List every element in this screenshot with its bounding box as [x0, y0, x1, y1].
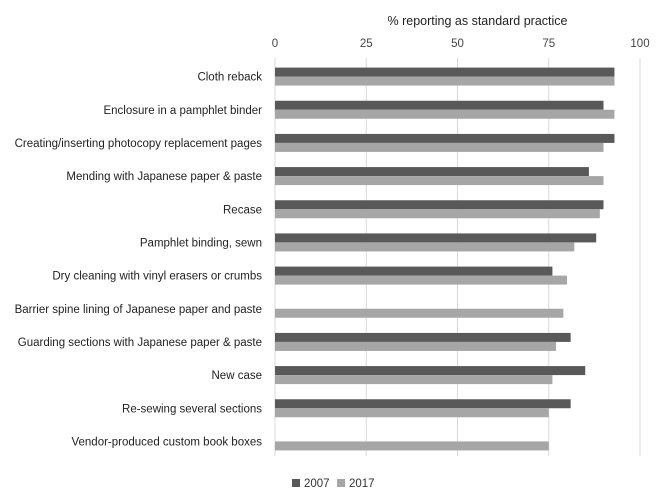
category-label: Pamphlet binding, sewn	[140, 237, 262, 249]
category-label: Mending with Japanese paper & paste	[66, 171, 262, 183]
bar-2017	[275, 109, 615, 119]
bar-2017	[275, 142, 604, 152]
x-axis-ticks: 0 25 50 75 100	[272, 38, 650, 50]
category-label: Recase	[223, 204, 262, 216]
bar-2007	[275, 366, 586, 376]
bar-2017	[275, 408, 549, 418]
bar-2007	[275, 266, 553, 276]
category-label: Creating/inserting photocopy replacement…	[15, 138, 263, 150]
bar-2017	[275, 209, 600, 219]
x-tick-label-100: 100	[630, 38, 649, 50]
bar-2007	[275, 233, 597, 243]
legend: 2007 2017	[292, 478, 375, 490]
legend-label-2007: 2007	[304, 478, 330, 490]
bar-2007	[275, 200, 604, 210]
gridlines	[274, 58, 641, 456]
x-tick-label-50: 50	[451, 38, 464, 50]
bar-2017	[275, 176, 604, 186]
category-labels: Cloth reback Enclosure in a pamphlet bind…	[15, 72, 263, 449]
bar-2007	[275, 332, 571, 342]
category-label: New case	[212, 370, 263, 382]
category-label: Re-sewing several sections	[122, 403, 262, 415]
category-label: Dry cleaning with vinyl erasers or crumb…	[52, 271, 262, 283]
bar-2007	[275, 399, 571, 409]
legend-label-2017: 2017	[349, 478, 375, 490]
category-label: Enclosure in a pamphlet binder	[103, 105, 262, 117]
bar-2007	[275, 100, 604, 110]
category-label: Barrier spine lining of Japanese paper a…	[15, 304, 262, 316]
legend-swatch-2017	[337, 479, 345, 487]
x-tick-label-75: 75	[542, 38, 555, 50]
x-axis-title: % reporting as standard practice	[388, 14, 568, 28]
bar-2017	[275, 441, 549, 451]
x-tick-label-25: 25	[360, 38, 373, 50]
x-tick-label-0: 0	[272, 38, 278, 50]
category-label: Vendor-produced custom book boxes	[71, 436, 262, 448]
bar-2017	[275, 275, 567, 285]
bar-2007	[275, 167, 589, 177]
bar-2017	[275, 375, 553, 385]
bar-2017	[275, 308, 564, 318]
category-label: Guarding sections with Japanese paper & …	[18, 337, 262, 349]
category-label: Cloth reback	[197, 72, 262, 84]
bar-2007	[275, 133, 615, 143]
bar-2017	[275, 242, 575, 252]
bar-2017	[275, 341, 557, 351]
bar-2017	[275, 76, 615, 86]
bars	[275, 67, 615, 451]
legend-swatch-2007	[292, 479, 300, 487]
bar-2007	[275, 67, 615, 77]
